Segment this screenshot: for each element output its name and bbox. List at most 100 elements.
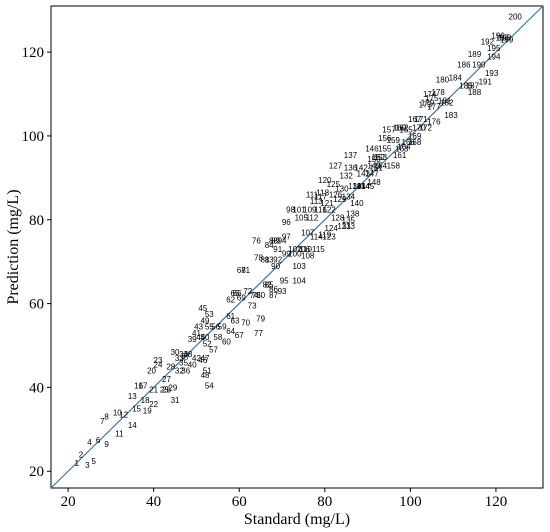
data-point-label: 48 xyxy=(201,371,210,380)
data-point-label: 61 xyxy=(226,312,235,321)
data-point-label: 11 xyxy=(115,430,124,439)
data-point-label: 5 xyxy=(92,457,97,466)
data-point-label: 157 xyxy=(382,126,396,135)
data-point-label: 112 xyxy=(306,214,319,223)
data-point-label: 105 xyxy=(295,214,309,223)
y-tick-label: 20 xyxy=(29,464,44,480)
data-point-label: 132 xyxy=(340,172,354,181)
data-point-label: 130 xyxy=(335,184,349,193)
data-point-label: 21 xyxy=(149,386,158,395)
data-point-label: 111 xyxy=(306,191,319,200)
data-point-label: 120 xyxy=(318,176,332,185)
data-point-label: 33 xyxy=(175,354,184,363)
data-point-label: 42 xyxy=(192,354,201,363)
data-point-label: 80 xyxy=(256,291,265,300)
data-point-label: 84 xyxy=(265,241,274,250)
y-tick-label: 40 xyxy=(29,380,44,396)
data-point-label: 87 xyxy=(269,291,278,300)
data-point-label: 92 xyxy=(273,256,282,265)
data-point-label: 40 xyxy=(188,360,197,369)
data-point-label: 149 xyxy=(367,161,381,170)
data-point-label: 52 xyxy=(203,339,212,348)
data-point-label: 39 xyxy=(188,335,197,344)
data-point-label: 70 xyxy=(241,318,250,327)
data-point-label: 22 xyxy=(149,400,158,409)
data-point-label: 86 xyxy=(269,285,278,294)
data-point-label: 71 xyxy=(241,266,250,275)
data-point-label: 127 xyxy=(329,161,343,170)
data-point-label: 160 xyxy=(393,124,407,133)
data-point-label: 141 xyxy=(352,182,366,191)
data-point-label: 185 xyxy=(459,82,473,91)
data-point-label: 161 xyxy=(393,151,407,160)
data-point-label: 152 xyxy=(372,153,386,162)
data-point-label: 195 xyxy=(487,44,501,53)
data-point-label: 122 xyxy=(322,205,336,214)
data-point-label: 75 xyxy=(252,291,261,300)
data-point-label: 143 xyxy=(357,170,371,179)
data-point-label: 165 xyxy=(399,126,413,135)
data-point-label: 131 xyxy=(337,222,351,231)
data-point-label: 46 xyxy=(198,356,207,365)
data-point-label: 192 xyxy=(481,38,495,47)
data-point-label: 49 xyxy=(201,316,210,325)
y-axis-title: Prediction (mg/L) xyxy=(5,189,22,304)
x-axis: 20 40 60 80 100 120 xyxy=(61,488,507,510)
data-point-label: 100 xyxy=(288,249,302,258)
data-point-label: 2 xyxy=(79,450,84,459)
x-axis-title: Standard (mg/L) xyxy=(244,511,350,528)
data-point-label: 107 xyxy=(301,228,315,237)
data-point-label: 197 xyxy=(496,33,510,42)
data-point-label: 35 xyxy=(179,358,188,367)
x-tick-label: 60 xyxy=(232,494,247,510)
data-point-label: 168 xyxy=(408,138,422,147)
data-point-label: 139 xyxy=(348,182,362,191)
y-tick-label: 60 xyxy=(29,297,44,313)
data-point-label: 106 xyxy=(297,245,311,254)
data-point-label: 140 xyxy=(350,199,364,208)
data-point-label: 190 xyxy=(472,61,486,70)
data-point-label: 174 xyxy=(423,90,437,99)
data-point-label: 8 xyxy=(104,413,109,422)
data-point-label: 103 xyxy=(292,262,306,271)
data-point-label: 199 xyxy=(500,36,514,45)
data-point-label: 95 xyxy=(280,277,289,286)
data-point-label: 83 xyxy=(265,256,274,265)
data-point-label: 76 xyxy=(252,237,261,246)
data-point-label: 25 xyxy=(160,386,169,395)
data-point-label: 34 xyxy=(179,350,188,359)
data-point-label: 97 xyxy=(282,233,291,242)
data-point-label: 144 xyxy=(357,182,371,191)
data-point-label: 148 xyxy=(367,178,381,187)
data-point-label: 18 xyxy=(141,396,150,405)
data-point-label: 53 xyxy=(205,310,214,319)
data-point-label: 98 xyxy=(286,205,295,214)
data-point-label: 109 xyxy=(303,205,317,214)
data-point-label: 163 xyxy=(395,145,409,154)
data-point-label: 123 xyxy=(322,233,336,242)
data-point-label: 184 xyxy=(449,73,463,82)
data-point-label: 9 xyxy=(104,440,109,449)
data-point-label: 187 xyxy=(466,82,480,91)
data-point-label: 110 xyxy=(299,245,312,254)
data-point-label: 177 xyxy=(427,103,441,112)
data-point-label: 4 xyxy=(87,438,92,447)
data-point-label: 63 xyxy=(231,316,240,325)
data-point-label: 153 xyxy=(374,153,388,162)
data-point-label: 178 xyxy=(432,88,446,97)
data-point-label: 91 xyxy=(273,245,282,254)
data-point-label: 155 xyxy=(378,145,392,154)
data-point-label: 193 xyxy=(485,69,499,78)
data-point-label: 72 xyxy=(243,287,252,296)
data-point-label: 108 xyxy=(301,251,315,260)
data-point-label: 20 xyxy=(147,367,156,376)
data-point-label: 89 xyxy=(271,237,280,246)
data-point-label: 3 xyxy=(85,461,90,470)
data-point-label: 1 xyxy=(74,459,79,468)
data-point-label: 30 xyxy=(171,348,180,357)
data-point-label: 82 xyxy=(263,281,272,290)
data-point-label: 101 xyxy=(292,205,306,214)
data-point-label: 114 xyxy=(310,233,323,242)
data-point-label: 150 xyxy=(367,155,381,164)
data-point-label: 66 xyxy=(233,289,242,298)
